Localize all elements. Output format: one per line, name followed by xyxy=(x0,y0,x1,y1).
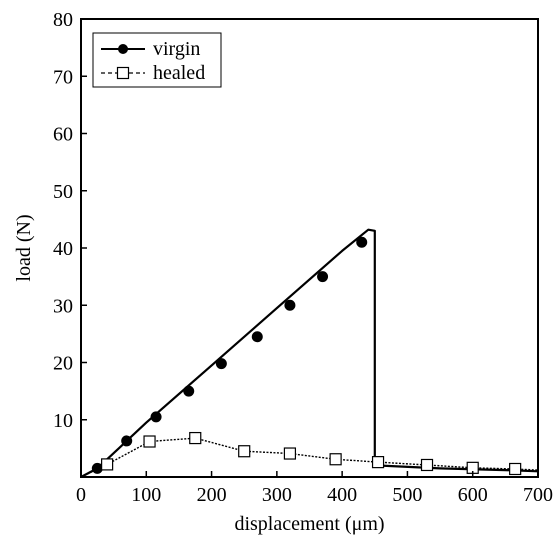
y-tick-label: 20 xyxy=(53,353,73,375)
x-tick-label: 0 xyxy=(76,484,86,506)
virgin-point xyxy=(183,385,195,397)
healed-point xyxy=(420,458,434,472)
healed-point xyxy=(329,453,342,466)
x-axis-label: displacement (μm) xyxy=(234,513,384,535)
healed-point xyxy=(283,447,297,460)
virgin-point xyxy=(356,236,368,248)
x-tick-label: 700 xyxy=(523,484,553,506)
healed-point xyxy=(509,462,522,476)
virgin-point xyxy=(91,462,103,474)
legend-label-virgin: virgin xyxy=(153,38,200,60)
legend-box xyxy=(92,32,222,88)
healed-point xyxy=(143,435,156,448)
x-tick-label: 100 xyxy=(131,484,161,506)
series-lines xyxy=(80,228,539,478)
y-tick-label: 30 xyxy=(53,295,73,317)
y-axis-label: load (N) xyxy=(13,214,35,281)
x-tick-label: 600 xyxy=(458,484,488,506)
virgin-point xyxy=(284,299,296,311)
x-tick-label: 300 xyxy=(262,484,292,506)
y-tick-label: 80 xyxy=(53,9,73,31)
plot-area xyxy=(80,18,539,478)
virgin-point xyxy=(121,435,133,447)
legend-marker-healed xyxy=(116,66,130,80)
y-tick-label: 70 xyxy=(53,66,73,88)
legend-marker-virgin xyxy=(118,44,128,54)
x-tick-label: 500 xyxy=(392,484,422,506)
plot-frame xyxy=(80,18,539,478)
axis-ticks: 0 100 200 300 400 500 600 700 10 20 30 40 50 60 70 80 xyxy=(53,9,553,506)
series-markers xyxy=(91,236,522,476)
y-tick-label: 40 xyxy=(53,238,73,260)
legend-label-healed: healed xyxy=(153,62,205,84)
healed-point xyxy=(238,445,251,458)
virgin-point xyxy=(150,411,162,423)
x-tick-label: 200 xyxy=(197,484,227,506)
healed-point xyxy=(101,458,114,471)
virgin-point xyxy=(215,358,227,370)
series-line-healed xyxy=(80,437,539,478)
series-line-virgin xyxy=(80,228,539,478)
healed-point xyxy=(189,431,202,445)
y-tick-label: 10 xyxy=(53,410,73,432)
y-tick-label: 50 xyxy=(53,181,73,203)
y-tick-label: 60 xyxy=(53,124,73,146)
x-tick-label: 400 xyxy=(327,484,357,506)
virgin-point xyxy=(251,331,263,343)
virgin-point xyxy=(317,271,329,283)
healed-point xyxy=(371,456,385,469)
